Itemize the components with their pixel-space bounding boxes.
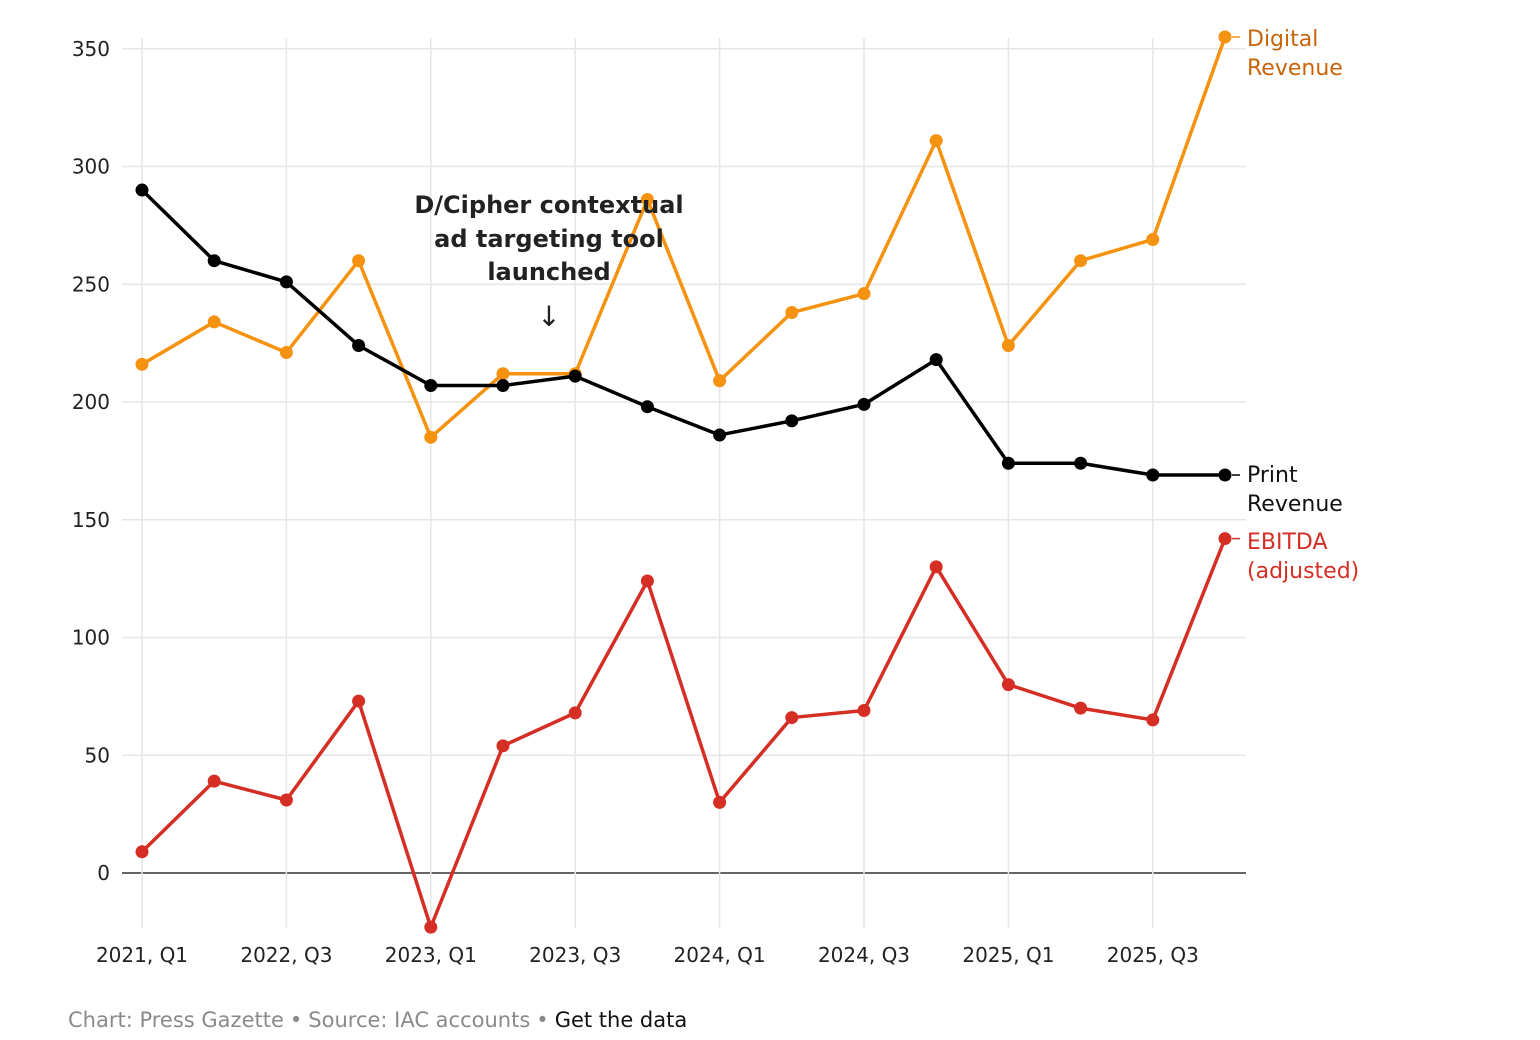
ebitda-point — [496, 739, 510, 753]
ebitda-point — [424, 920, 438, 934]
grid — [122, 38, 1246, 928]
x-tick-label: 2023, Q3 — [529, 943, 621, 967]
ebitda-line — [140, 537, 1227, 929]
digital-point — [1218, 30, 1232, 44]
ebitda-point — [207, 774, 221, 788]
digital-point — [1001, 338, 1015, 352]
get-the-data-link[interactable]: Get the data — [554, 1008, 688, 1032]
digital-line — [141, 36, 1227, 440]
print-point — [424, 379, 438, 393]
ebitda-label-line-1: EBITDA — [1247, 530, 1328, 555]
ebitda-point — [929, 560, 943, 574]
ebitda-point — [640, 574, 654, 588]
y-tick-label: 300 — [72, 155, 110, 179]
digital-point — [352, 254, 366, 268]
series-points — [135, 30, 1240, 934]
digital-point — [424, 430, 438, 444]
x-tick-label: 2022, Q3 — [240, 943, 332, 967]
digital-point — [279, 346, 293, 360]
digital-point — [207, 315, 221, 329]
annotation-line-3: launched — [487, 258, 610, 286]
ebitda-point — [279, 793, 293, 807]
chart-source: Source: IAC accounts — [308, 1008, 531, 1032]
print-point — [785, 414, 799, 428]
y-tick-label: 250 — [72, 272, 110, 296]
digital-label-line-2: Revenue — [1247, 56, 1343, 81]
annotation: D/Cipher contextual ad targeting tool la… — [414, 191, 683, 333]
digital-point — [1146, 233, 1160, 247]
print-point — [640, 400, 654, 414]
ebitda-point — [857, 704, 871, 718]
annotation-arrow-icon: ↓ — [537, 300, 560, 333]
print-point — [1146, 468, 1160, 482]
series-labels: Digital Revenue Print Revenue EBITDA (ad… — [1247, 27, 1359, 584]
digital-point — [857, 287, 871, 301]
print-point — [1001, 456, 1015, 470]
x-tick-label: 2025, Q3 — [1107, 943, 1199, 967]
x-axis: 2021, Q1 2022, Q3 2023, Q1 2023, Q3 2024, Q1… — [96, 943, 1199, 967]
y-tick-label: 200 — [72, 390, 110, 414]
ebitda-point — [785, 711, 799, 725]
chart-footer: Chart: Press Gazette • Source: IAC account… — [68, 1008, 687, 1032]
ebitda-point — [713, 795, 727, 809]
digital-point — [640, 192, 654, 206]
ebitda-point — [352, 694, 366, 708]
y-tick-label: 100 — [72, 626, 110, 650]
print-point — [568, 369, 582, 383]
y-tick-label: 0 — [97, 861, 110, 885]
print-point — [496, 379, 510, 393]
y-tick-label: 350 — [72, 37, 110, 61]
y-axis: 0 50 100 150 200 250 300 350 — [72, 37, 110, 885]
annotation-line-2: ad targeting tool — [434, 225, 664, 253]
x-tick-label: 2024, Q3 — [818, 943, 910, 967]
print-point — [1218, 468, 1232, 482]
footer-separator-2: • — [536, 1008, 549, 1032]
digital-label-line-1: Digital — [1247, 27, 1318, 52]
print-point — [857, 397, 871, 411]
print-point — [929, 353, 943, 367]
x-tick-label: 2021, Q1 — [96, 943, 188, 967]
chart-credit: Chart: Press Gazette — [68, 1008, 284, 1032]
digital-point — [135, 357, 149, 371]
ebitda-point — [135, 845, 149, 859]
ebitda-point — [1074, 701, 1088, 715]
print-point — [279, 275, 293, 289]
print-point — [207, 254, 221, 268]
ebitda-point — [568, 706, 582, 720]
ebitda-point — [1146, 713, 1160, 727]
print-point — [352, 338, 366, 352]
digital-point — [929, 134, 943, 148]
x-tick-label: 2023, Q1 — [385, 943, 477, 967]
ebitda-label-line-2: (adjusted) — [1247, 559, 1359, 584]
x-tick-label: 2024, Q1 — [674, 943, 766, 967]
digital-point — [496, 367, 510, 381]
y-tick-label: 50 — [85, 743, 110, 767]
x-tick-label: 2025, Q1 — [962, 943, 1054, 967]
ebitda-point — [1001, 678, 1015, 692]
ebitda-point — [1218, 532, 1232, 546]
print-point — [135, 183, 149, 197]
print-label-line-2: Revenue — [1247, 492, 1343, 517]
digital-point — [785, 306, 799, 320]
footer-separator: • — [289, 1008, 303, 1032]
print-label-line-1: Print — [1247, 463, 1298, 488]
annotation-line-1: D/Cipher contextual — [414, 191, 683, 219]
digital-point — [713, 374, 727, 388]
print-line — [140, 188, 1225, 477]
series-lines — [140, 36, 1227, 929]
print-point — [1074, 456, 1088, 470]
print-point — [713, 428, 727, 442]
digital-point — [1074, 254, 1088, 268]
y-tick-label: 150 — [72, 508, 110, 532]
